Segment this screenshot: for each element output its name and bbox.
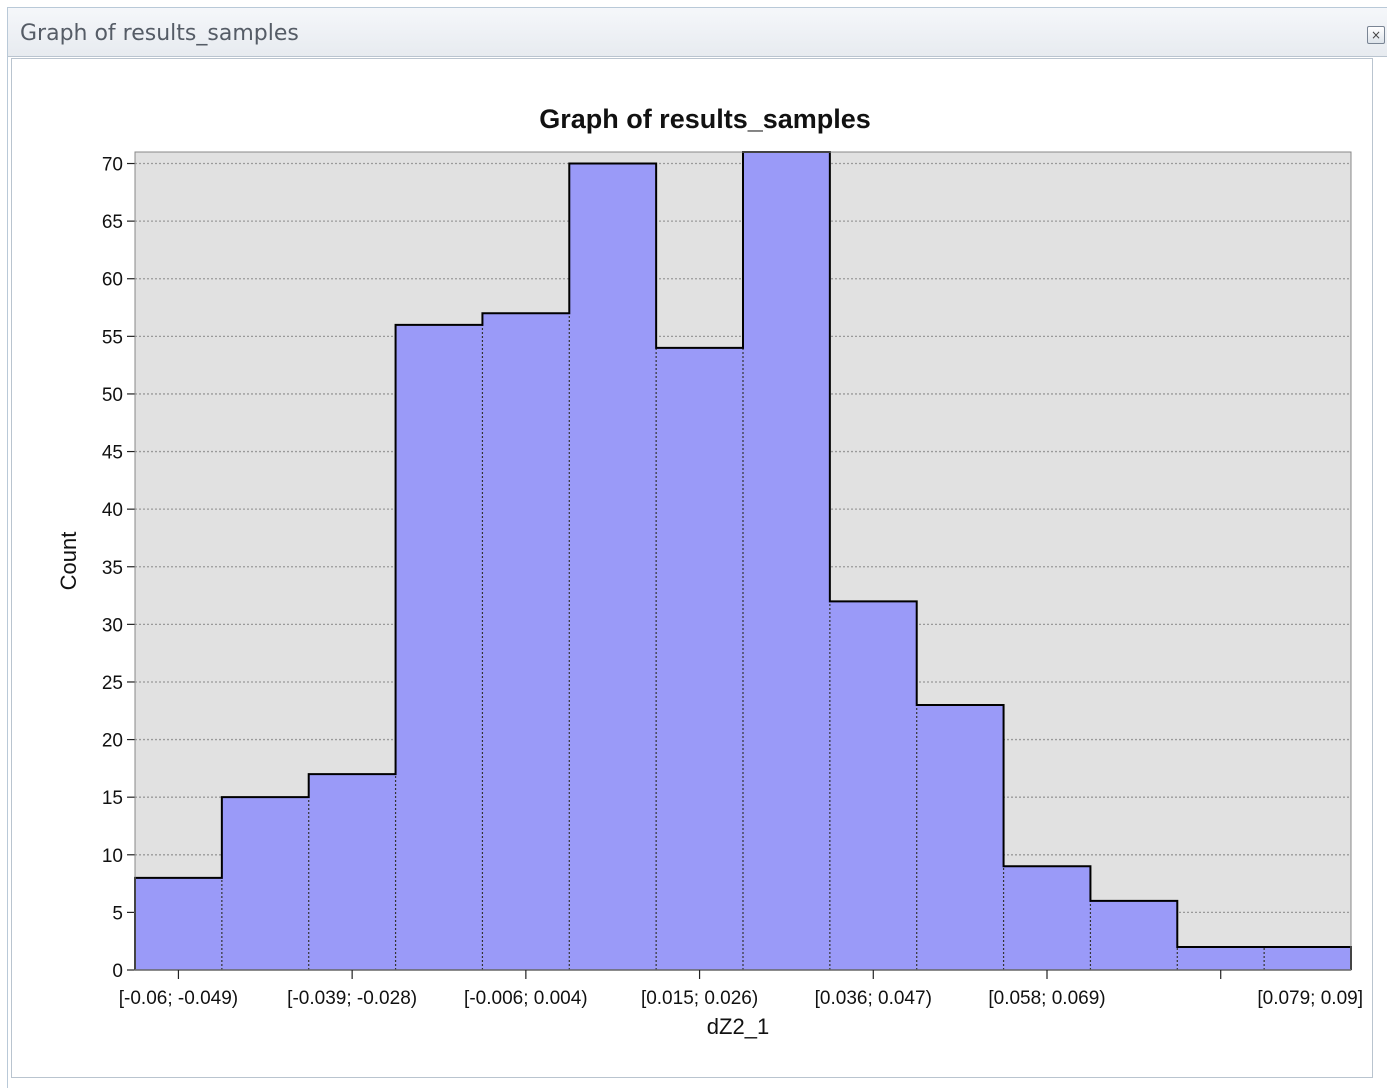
y-tick-label: 10 (102, 846, 123, 867)
window-titlebar[interactable]: Graph of results_samples × (8, 8, 1387, 57)
y-tick-label: 0 (112, 961, 123, 982)
close-icon[interactable]: × (1367, 26, 1385, 44)
x-tick-label: [-0.006; 0.004) (464, 988, 588, 1009)
y-axis-label: Count (56, 532, 81, 591)
y-tick-label: 45 (102, 443, 123, 464)
x-tick-label: [0.015; 0.026) (641, 988, 758, 1009)
y-tick-label: 55 (102, 327, 123, 348)
histogram-bar (743, 152, 830, 970)
histogram-bar (829, 601, 917, 970)
y-tick-label: 15 (102, 788, 123, 809)
y-tick-label: 5 (112, 903, 123, 924)
chart-title: Graph of results_samples (539, 104, 871, 134)
histogram-bar (308, 774, 396, 970)
y-tick-label: 30 (102, 615, 123, 636)
y-tick-label: 60 (102, 270, 123, 291)
histogram-bar (395, 324, 483, 970)
y-tick-label: 25 (102, 673, 123, 694)
histogram-bar (1177, 946, 1265, 970)
x-tick-label: [-0.039; -0.028) (287, 988, 417, 1009)
plot-border (134, 151, 1352, 971)
chart-panel: Graph of results_samples 0 5 10 15 20 25 30 35 4… (11, 58, 1373, 1078)
x-tick-label: [0.058; 0.069) (988, 988, 1105, 1009)
histogram-bar (569, 163, 657, 970)
y-axis: 0 5 10 15 20 25 30 35 40 45 50 55 60 65 70 (102, 155, 135, 982)
histogram-chart: Graph of results_samples 0 5 10 15 20 25 30 35 4… (56, 104, 1363, 1039)
bars (134, 151, 1352, 971)
y-tick-label: 40 (102, 500, 123, 521)
x-tick-label: [-0.06; -0.049) (119, 988, 238, 1009)
x-axis: [-0.06; -0.049) [-0.039; -0.028) [-0.006; … (119, 151, 1363, 1009)
x-axis-label: dZ2_1 (707, 1014, 769, 1039)
histogram-bar (221, 797, 309, 970)
histogram-bar (1090, 900, 1178, 970)
histogram-bar (1003, 866, 1091, 970)
window-title: Graph of results_samples (20, 21, 299, 46)
histogram-bar (1264, 946, 1351, 970)
x-tick-label: [0.036; 0.047) (815, 988, 932, 1009)
y-tick-label: 35 (102, 558, 123, 579)
y-tick-label: 20 (102, 731, 123, 752)
histogram-bar (916, 705, 1004, 970)
y-tick-label: 65 (102, 212, 123, 233)
histogram-bar (656, 347, 743, 971)
y-tick-label: 50 (102, 385, 123, 406)
x-tick-label: [0.079; 0.09] (1257, 988, 1363, 1009)
histogram-outline (134, 151, 1352, 970)
y-tick-label: 70 (102, 155, 123, 176)
histogram-bar (482, 313, 570, 970)
histogram-bar (135, 877, 222, 970)
